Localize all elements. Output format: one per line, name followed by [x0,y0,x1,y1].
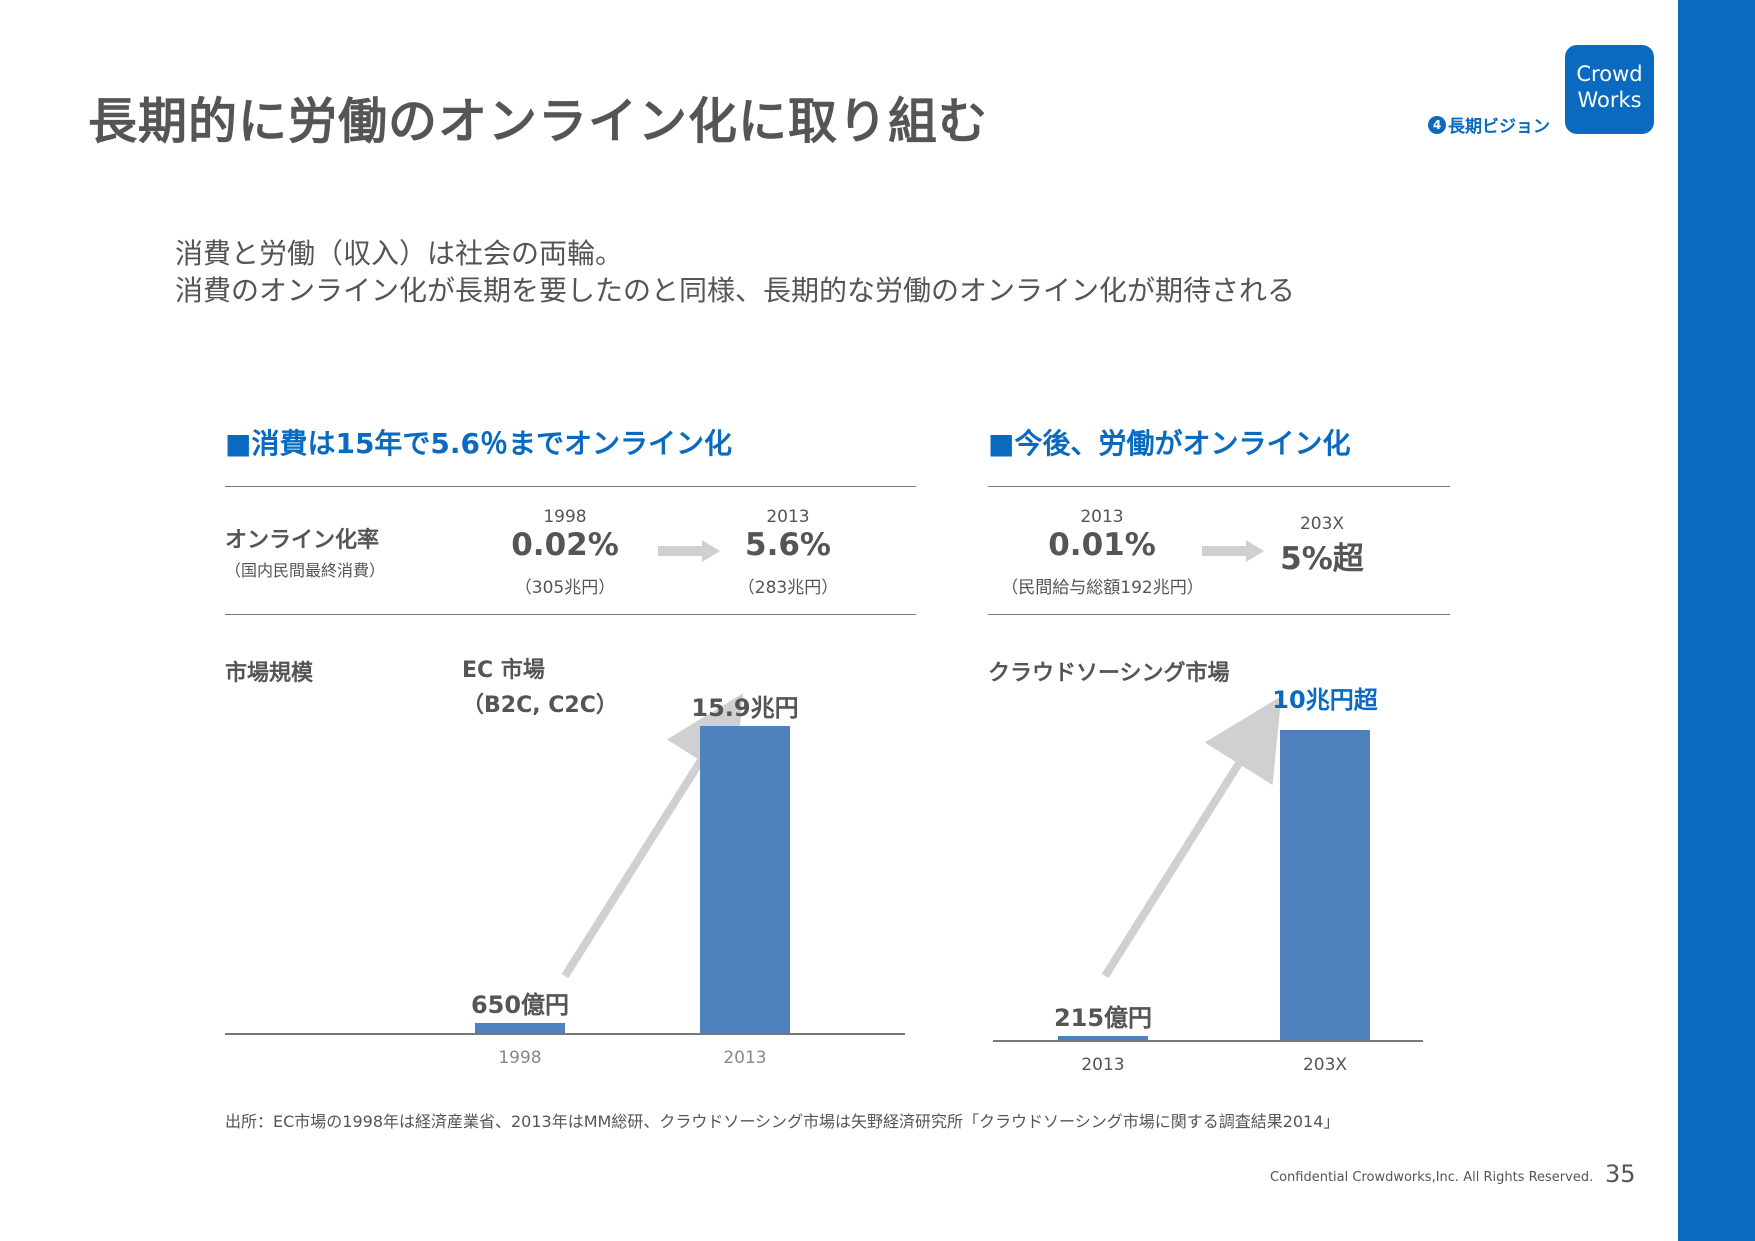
left-to-value: 5.6% [745,527,831,563]
right-from-value: 0.01% [1048,527,1156,563]
right-to-year: 203X [1299,514,1345,534]
axis-line [225,1033,905,1035]
lead-line-2: 消費のオンライン化が長期を要したのと同様、長期的な労働のオンライン化が期待される [175,274,1296,307]
side-accent-bar [1678,0,1755,1241]
logo-line-2: Works [1577,88,1642,112]
online-rate-sublabel: （国内民間最終消費） [225,561,386,580]
page-number: 35 [1605,1160,1636,1188]
source-note: 出所：EC市場の1998年は経済産業省、2013年はMM総研、クラウドソーシング… [225,1112,1340,1131]
right-from-year: 2013 [1080,507,1124,527]
tick-label-2013: 2013 [723,1048,766,1068]
left-to-year: 2013 [766,507,810,527]
left-divider-bottom [225,614,916,615]
bar-2013 [1058,1036,1148,1040]
section-label: 長期ビジョン [1448,117,1550,137]
left-market-label: 市場規模 [225,661,314,686]
left-from-note: （305兆円） [514,578,616,598]
left-from-year: 1998 [543,507,587,527]
section-tag: 4 長期ビジョン [1428,112,1550,137]
right-from-note: （民間給与総額192兆円） [1001,578,1204,598]
logo-line-1: Crowd [1576,62,1643,86]
right-rate-arrow-icon [1202,540,1264,562]
left-rate-arrow-icon [658,540,720,562]
crowdsourcing-growth-arrow [1101,696,1282,979]
tick-label-1998: 1998 [498,1048,541,1068]
tick-label-2013: 2013 [1081,1055,1124,1075]
right-to-value: 5%超 [1280,541,1364,577]
data-label-2013: 15.9兆円 [691,694,798,722]
lead-line-1: 消費と労働（収入）は社会の両輪。 [175,237,624,270]
axis-line [993,1040,1423,1042]
bar-2013 [700,726,790,1033]
bar-203X [1280,730,1370,1040]
page-title: 長期的に労働のオンライン化に取り組む [88,93,989,150]
bar-1998 [475,1023,565,1033]
ec-chart-title-1: EC 市場 [462,658,545,683]
section-number-badge: 4 [1428,115,1446,134]
data-label-203X: 10兆円超 [1272,686,1378,714]
right-divider-top [988,486,1450,487]
right-divider-bottom [988,614,1450,615]
left-to-note: （283兆円） [737,578,839,598]
ec-market-chart: 650億円 1998 15.9兆円 2013 [225,693,905,1068]
left-from-value: 0.02% [511,527,619,563]
footer-copyright: Confidential Crowdworks,Inc. All Rights … [1270,1170,1594,1185]
tick-label-203X: 203X [1303,1055,1347,1075]
crowdsourcing-market-chart: 215億円 2013 10兆円超 203X [993,686,1423,1075]
data-label-2013: 215億円 [1054,1004,1152,1032]
crowdworks-logo: Crowd Works [1565,45,1654,134]
left-heading: ■消費は15年で5.6％までオンライン化 [225,427,733,460]
crowdsourcing-market-label: クラウドソーシング市場 [988,661,1230,686]
data-label-1998: 650億円 [471,991,569,1019]
right-heading: ■今後、労働がオンライン化 [988,427,1351,460]
left-divider-top [225,486,916,487]
online-rate-label: オンライン化率 [225,528,380,553]
ec-chart-title-2: （B2C, C2C） [462,693,618,718]
ec-growth-arrow [561,693,744,979]
